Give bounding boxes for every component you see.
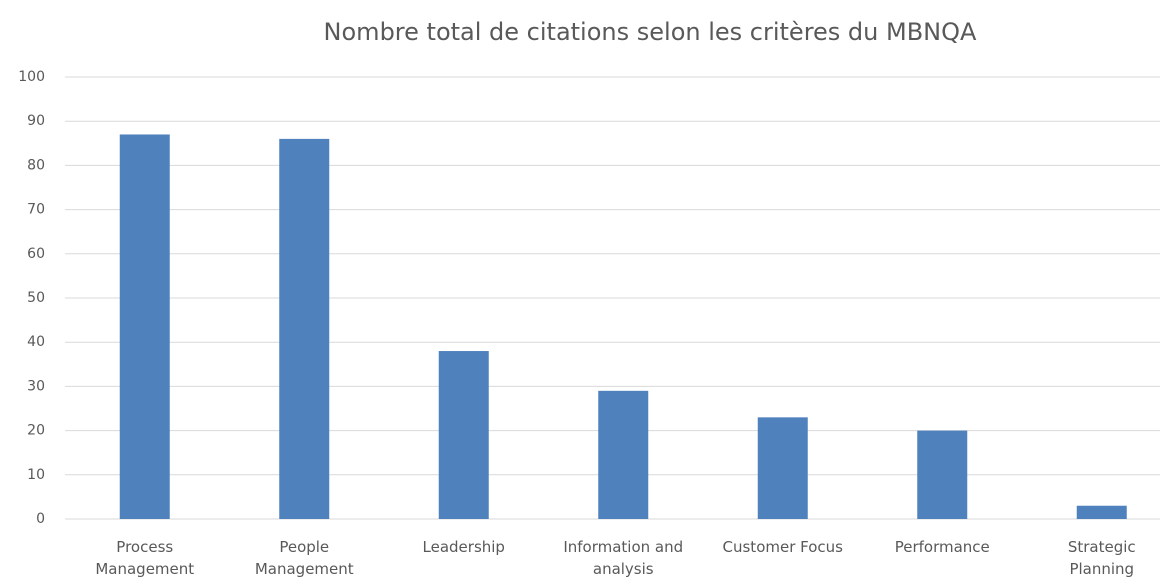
bar (279, 138, 330, 519)
x-tick-label: People Management (254, 538, 354, 578)
x-tick-label: Leadership (422, 538, 505, 556)
chart-title: Nombre total de citations selon les crit… (324, 18, 977, 46)
y-tick-label: 30 (27, 378, 45, 394)
y-tick-label: 100 (18, 69, 45, 85)
y-tick-label: 90 (27, 113, 45, 129)
bar (119, 134, 170, 519)
bar (757, 417, 808, 519)
x-tick-label: Process Management (95, 538, 195, 578)
bar (917, 430, 968, 519)
bar (438, 351, 489, 519)
x-tick-label: Customer Focus (722, 538, 843, 556)
x-tick-label: Strategic Planning (1067, 538, 1136, 578)
y-tick-label: 0 (36, 511, 45, 527)
x-tick-label: Performance (894, 538, 990, 556)
y-tick-label: 40 (27, 334, 45, 350)
bar (598, 390, 649, 519)
y-tick-label: 80 (27, 157, 45, 173)
x-tick-label: Information and analysis (563, 538, 684, 578)
y-tick-label: 60 (27, 246, 45, 262)
bar (1076, 505, 1127, 519)
y-tick-label: 70 (27, 202, 45, 218)
y-tick-label: 20 (27, 423, 45, 439)
y-tick-label: 10 (27, 467, 45, 483)
y-tick-label: 50 (27, 290, 45, 306)
